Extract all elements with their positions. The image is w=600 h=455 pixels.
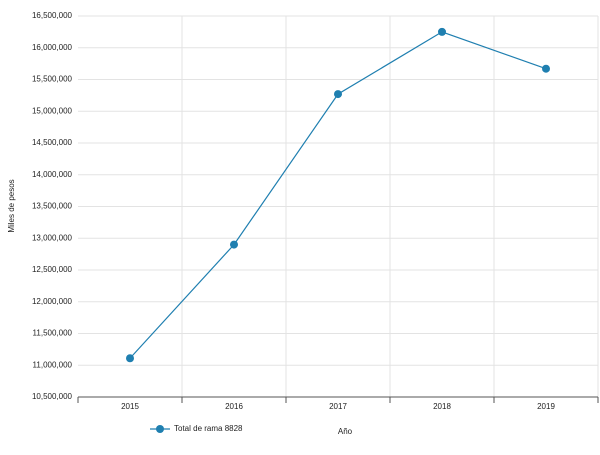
y-tick-label: 14,500,000 <box>32 138 73 147</box>
x-tick-label: 2015 <box>121 402 139 411</box>
y-tick-label: 15,000,000 <box>32 106 73 115</box>
x-tick-label: 2019 <box>537 402 555 411</box>
x-tick-label: 2018 <box>433 402 451 411</box>
y-tick-label: 11,500,000 <box>33 329 73 338</box>
y-tick-label: 11,000,000 <box>33 360 73 369</box>
legend-label: Total de rama 8828 <box>174 424 243 433</box>
legend-marker <box>156 425 164 433</box>
y-tick-label: 12,000,000 <box>32 297 73 306</box>
y-tick-label: 10,500,000 <box>32 392 73 401</box>
y-tick-label: 13,500,000 <box>32 202 73 211</box>
y-tick-label: 14,000,000 <box>32 170 73 179</box>
data-point <box>126 354 134 363</box>
x-tick-label: 2017 <box>329 402 347 411</box>
y-tick-label: 15,500,000 <box>32 75 73 84</box>
series-line <box>129 31 547 359</box>
y-tick-label: 16,500,000 <box>32 11 73 20</box>
y-axis-title: Miles de pesos <box>7 179 16 232</box>
y-tick-label: 12,500,000 <box>32 265 73 274</box>
y-tick-label: 16,000,000 <box>32 43 73 52</box>
data-point <box>230 240 238 249</box>
data-point <box>542 64 550 73</box>
x-tick-label: 2016 <box>225 402 243 411</box>
y-tick-label: 13,000,000 <box>32 233 73 242</box>
data-point <box>438 27 446 36</box>
data-point <box>334 90 342 99</box>
x-axis-title: Año <box>338 427 353 436</box>
